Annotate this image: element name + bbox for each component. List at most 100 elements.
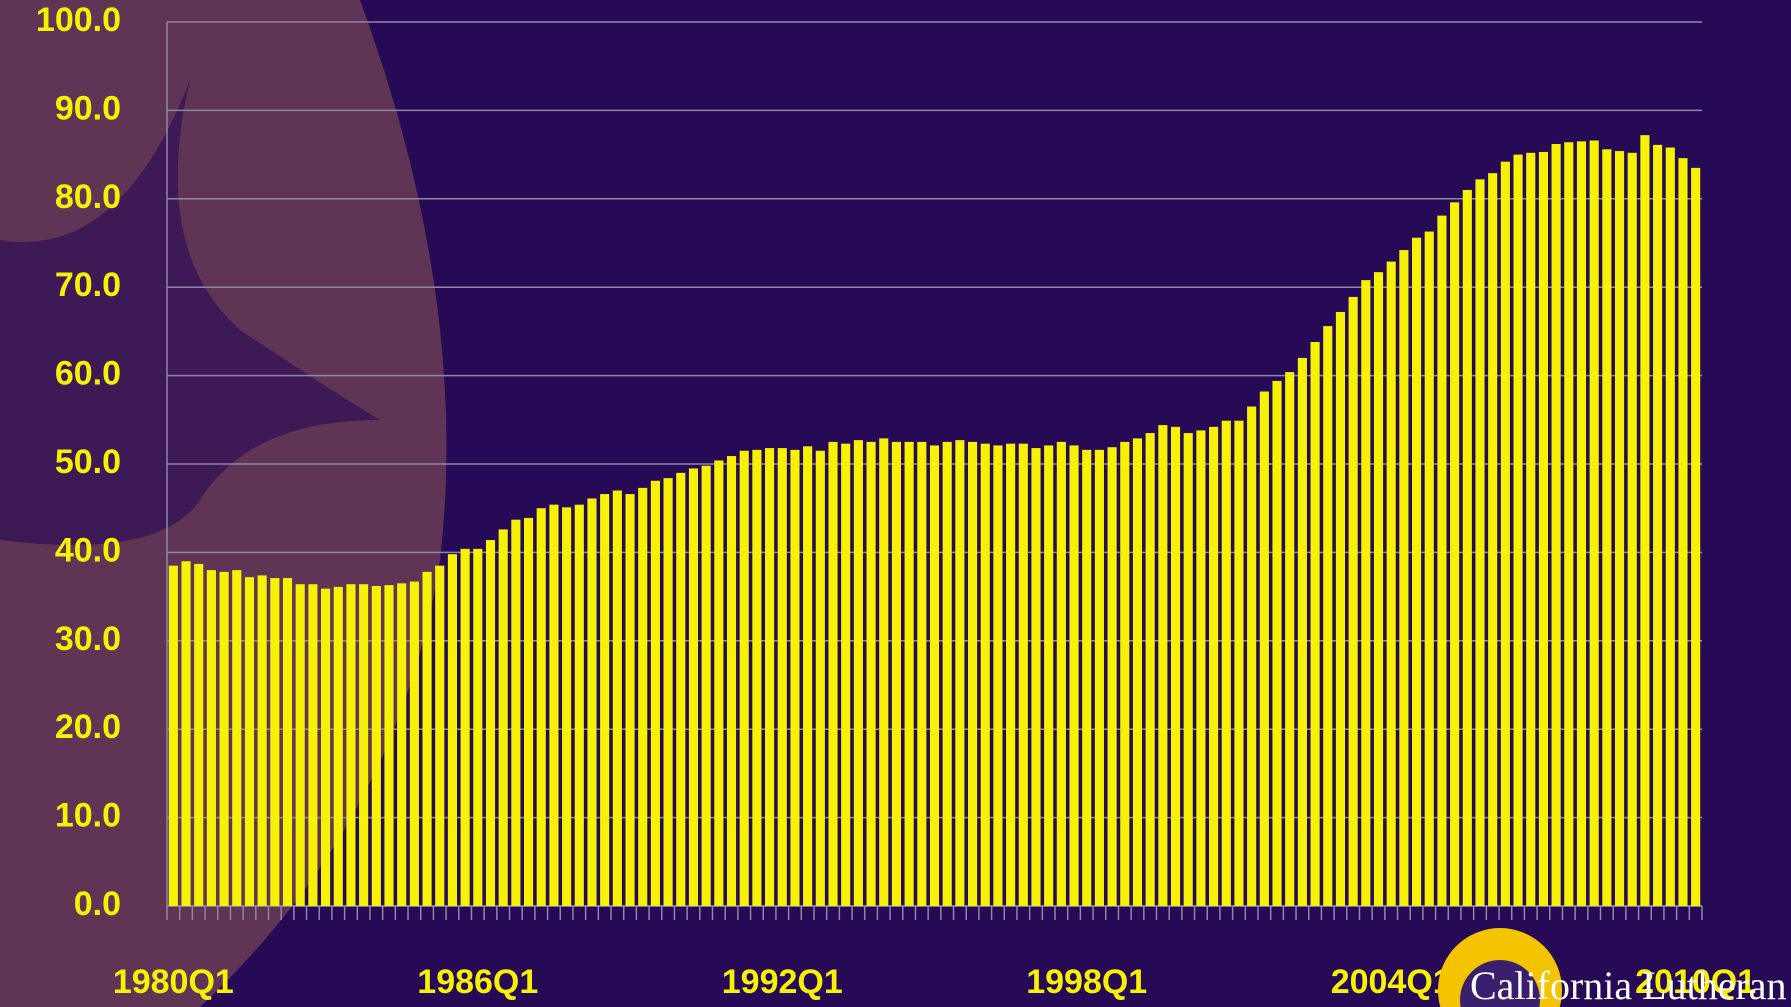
bar [1539,152,1548,906]
bar [258,575,267,906]
bar [740,451,749,906]
bar [879,438,888,906]
bar [727,456,736,906]
bar [1285,372,1294,906]
y-tick-label: 70.0 [55,266,121,304]
bar [892,442,901,906]
bar [1311,342,1320,906]
bar [232,570,241,906]
bar [1031,448,1040,906]
y-tick-label: 90.0 [55,89,121,127]
chart: 0.010.020.030.040.050.060.070.080.090.01… [0,0,1791,1007]
bar [1184,433,1193,906]
bar [486,540,495,906]
bar [207,570,216,906]
bar [1678,158,1687,906]
bar [613,491,622,906]
bar [575,505,584,906]
bar [854,440,863,906]
y-tick-label: 80.0 [55,178,121,216]
bar [917,442,926,906]
x-tick-label: 1980Q1 [113,963,234,1001]
bar [1615,151,1624,906]
bar [1564,142,1573,906]
bar [1095,450,1104,906]
bar [803,446,812,906]
bar [930,445,939,906]
y-tick-label: 50.0 [55,443,121,481]
bar [816,451,825,906]
bar [524,518,533,906]
y-tick-label: 100.0 [36,1,121,39]
bar [1463,190,1472,906]
bar [1171,427,1180,906]
bar [549,505,558,906]
bar [283,578,292,906]
bar [600,494,609,906]
bar [1640,135,1649,906]
y-tick-label: 40.0 [55,531,121,569]
bar [1450,202,1459,906]
y-tick-label: 60.0 [55,355,121,393]
bar [384,585,393,906]
bar [968,442,977,906]
bar [1019,444,1028,906]
bar [245,577,254,906]
bar [1628,153,1637,906]
bar [905,442,914,906]
bar [676,473,685,906]
bar [1475,179,1484,906]
bar [1361,280,1370,906]
bar [1336,312,1345,906]
bar [461,549,470,906]
bar [321,589,330,906]
bar [752,450,761,906]
bar [1323,326,1332,906]
bar [270,578,279,906]
x-tick-label: 1986Q1 [417,963,538,1001]
bar [828,442,837,906]
bar [499,529,508,906]
bar [372,586,381,906]
x-tick-label: 1998Q1 [1026,963,1147,1001]
bar [1120,442,1129,906]
bar [410,582,419,906]
bar [562,507,571,906]
bar [790,450,799,906]
bar [1298,358,1307,906]
bar [473,549,482,906]
bar [296,584,305,906]
bar [169,566,178,906]
bar [689,468,698,906]
bar [397,583,406,906]
bar [346,584,355,906]
bar [1209,427,1218,906]
bar [359,584,368,906]
bar [422,572,431,906]
bar [1108,447,1117,906]
bar [1437,216,1446,906]
bar [1044,445,1053,906]
y-tick-label: 10.0 [55,797,121,835]
bar [1552,144,1561,906]
bar [1501,162,1510,906]
bar [308,584,317,906]
bar [778,448,787,906]
bar [1488,173,1497,906]
bar [537,508,546,906]
bar [625,494,634,906]
bar [1666,148,1675,906]
bar [1425,232,1434,906]
bar [448,554,457,906]
bar [638,488,647,906]
bar [1602,149,1611,906]
bar [981,444,990,906]
bar [1399,250,1408,906]
bar [841,444,850,906]
bar [1196,430,1205,906]
bar [1069,445,1078,906]
bar [702,466,711,906]
bar [1006,444,1015,906]
bar [1082,450,1091,906]
bar [587,498,596,906]
